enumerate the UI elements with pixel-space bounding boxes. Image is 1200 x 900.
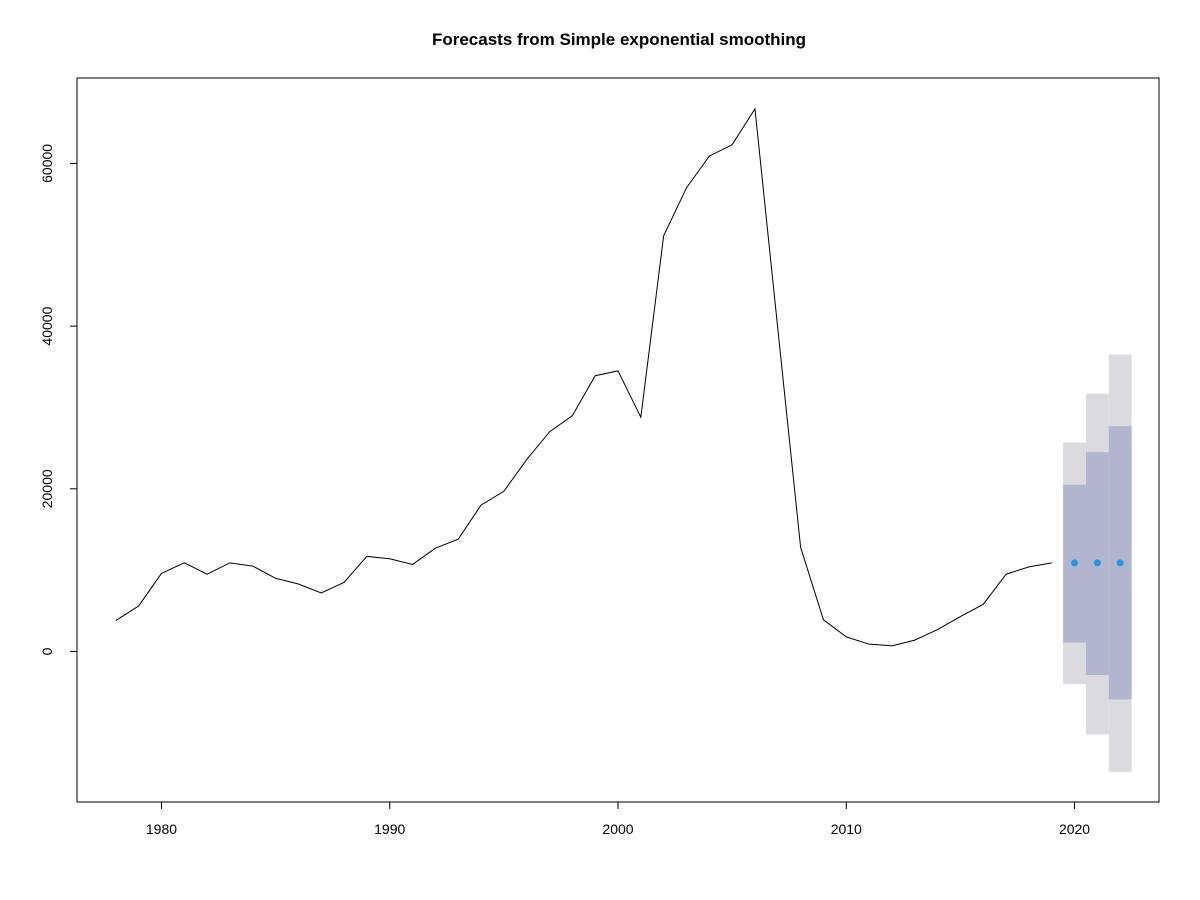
plot-frame [76, 77, 1160, 803]
forecast-point [1116, 559, 1124, 567]
x-axis: 1980 1990 2000 2010 2020 [146, 801, 1090, 837]
x-tick-label: 1990 [374, 821, 405, 837]
y-tick-label: 0 [39, 647, 55, 655]
x-tick-label: 1980 [146, 821, 177, 837]
series-lines [115, 107, 1052, 647]
x-tick-label: 2020 [1059, 821, 1090, 837]
forecast-point [1093, 559, 1101, 567]
y-tick-label: 60000 [39, 144, 55, 183]
y-tick-label: 20000 [39, 469, 55, 508]
chart-title: Forecasts from Simple exponential smooth… [431, 30, 807, 49]
x-tick-label: 2000 [602, 821, 633, 837]
forecast-points [1071, 559, 1124, 567]
y-tick-label: 40000 [39, 306, 55, 345]
forecast-point [1071, 559, 1079, 567]
series-line [115, 107, 1052, 647]
y-axis: 0 20000 40000 60000 [39, 144, 78, 655]
x-tick-label: 2010 [831, 821, 862, 837]
